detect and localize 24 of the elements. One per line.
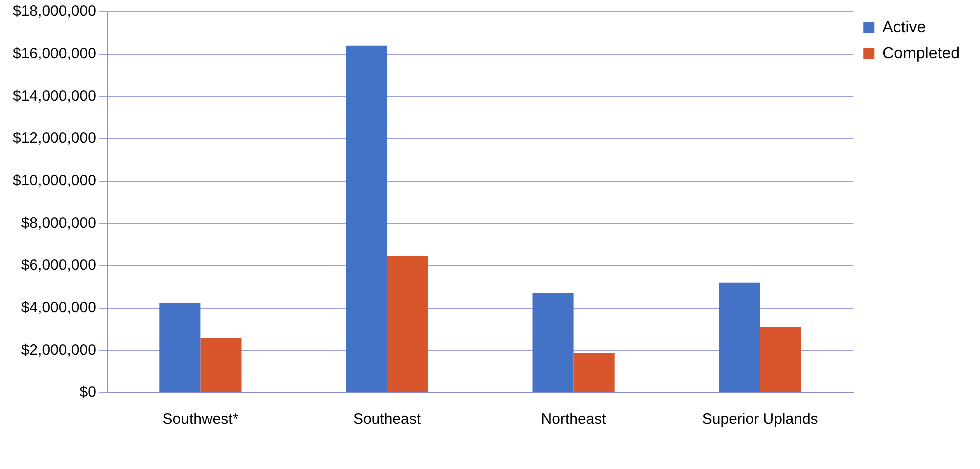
y-tick-label: $0 [80, 384, 96, 402]
x-tick-label: Southeast [353, 411, 422, 428]
y-tick-label: $2,000,000 [21, 342, 96, 359]
y-tick-label: $18,000,000 [12, 3, 96, 20]
y-tick-label: $4,000,000 [21, 299, 96, 316]
bar [760, 327, 802, 392]
bar [719, 282, 760, 392]
y-tick-label: $10,000,000 [12, 172, 96, 190]
bar [387, 256, 428, 392]
y-tick-label: $12,000,000 [12, 130, 96, 148]
x-tick-label: Superior Uplands [702, 411, 818, 428]
legend-label: Active [882, 19, 926, 36]
y-tick-label: $16,000,000 [12, 45, 96, 62]
y-tick-label: $14,000,000 [12, 88, 96, 105]
bar [160, 303, 201, 392]
bar [200, 338, 242, 392]
bar [574, 353, 615, 392]
legend-label: Completed [882, 45, 960, 62]
y-tick-label: $6,000,000 [21, 257, 96, 274]
x-tick-label: Southwest* [162, 411, 239, 428]
bar [532, 294, 574, 392]
x-tick-label: Northeast [541, 411, 608, 428]
y-tick-label: $8,000,000 [21, 214, 96, 232]
bar [346, 46, 388, 392]
